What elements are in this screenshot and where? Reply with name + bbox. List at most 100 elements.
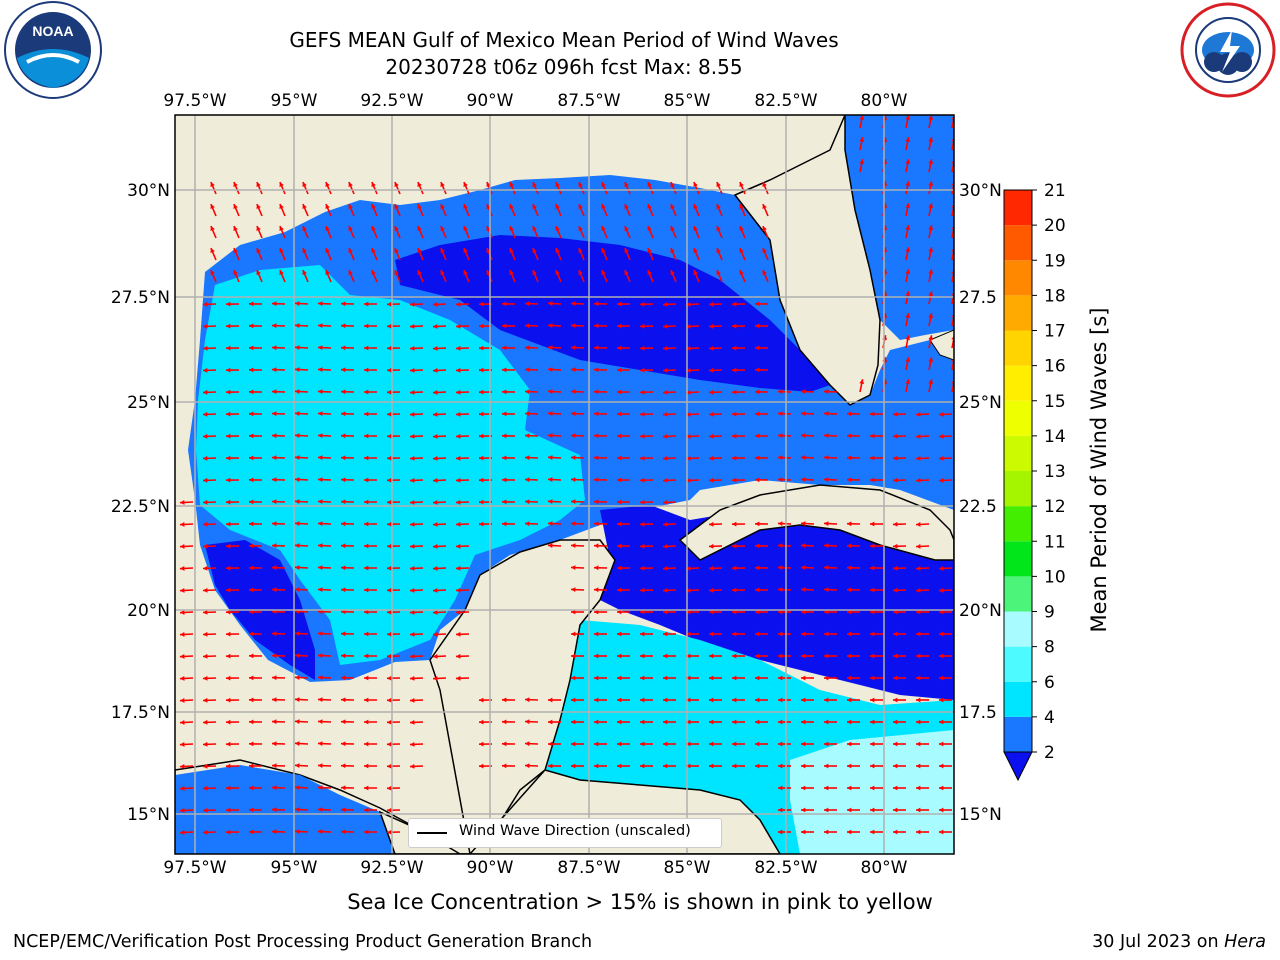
arrow-head — [203, 499, 208, 505]
wind-arrow — [709, 719, 722, 725]
wind-arrow — [778, 631, 791, 637]
arrow-head — [410, 631, 415, 637]
wind-arrow — [248, 697, 263, 703]
arrow-head — [387, 675, 392, 681]
wind-arrow — [708, 587, 723, 593]
arrow-head — [348, 270, 353, 276]
wind-arrow — [801, 763, 814, 769]
arrow-head — [249, 323, 254, 329]
arrow-head — [433, 434, 438, 439]
wind-arrow — [409, 389, 424, 395]
wind-arrow — [409, 675, 424, 681]
arrow-head — [249, 367, 254, 373]
footer-machine: Hera — [1224, 932, 1266, 952]
wind-arrow — [225, 763, 240, 769]
wind-arrow — [248, 829, 263, 835]
arrow-head — [870, 697, 875, 703]
wind-arrow — [869, 565, 884, 571]
wind-arrow — [248, 323, 263, 329]
lon-ticks-top: 97.5°W 95°W 92.5°W 90°W 87.5°W 85°W 82.5°W 80°W — [163, 91, 907, 111]
wind-arrow — [501, 389, 516, 395]
arrow-head — [203, 697, 208, 703]
wind-arrow — [777, 433, 792, 439]
wind-arrow — [524, 389, 539, 395]
arrow-head — [824, 433, 829, 439]
wind-arrow — [670, 225, 677, 239]
wind-arrow — [662, 324, 677, 329]
arrow-head — [226, 653, 231, 659]
wind-arrow — [624, 225, 631, 239]
arrow-head — [640, 411, 645, 417]
arrow-head — [663, 390, 668, 395]
wind-arrow — [371, 181, 378, 195]
arrow-head — [203, 829, 208, 835]
arrow-head — [555, 182, 560, 188]
arrow-head — [210, 226, 215, 232]
wind-arrow — [616, 411, 631, 417]
lat-ticks-right: 30°N27.525°N22.520°N17.515°N — [959, 181, 1002, 825]
wind-arrow — [386, 499, 401, 505]
wind-arrow — [916, 653, 929, 659]
wind-arrow — [432, 324, 447, 329]
lon-tick-label: 92.5°W — [360, 858, 423, 878]
arrow-head — [341, 565, 346, 571]
legend: Wind Wave Direction (unscaled) — [408, 818, 722, 848]
arrow-head — [203, 323, 208, 329]
wind-arrow — [256, 181, 263, 195]
arrow-head — [709, 411, 714, 417]
wind-arrow — [363, 785, 378, 791]
arrow-head — [364, 763, 369, 769]
arrow-head — [670, 248, 675, 254]
wind-arrow — [501, 345, 516, 351]
arrow-head — [893, 455, 898, 461]
wind-arrow — [225, 697, 240, 703]
arrow-head — [272, 367, 277, 373]
wind-arrow — [547, 345, 562, 350]
arrow-head — [640, 653, 645, 659]
arrow-head — [801, 455, 806, 460]
wind-arrow — [778, 807, 791, 813]
wind-arrow — [686, 631, 699, 637]
wind-arrow — [363, 741, 378, 747]
wind-arrow — [928, 357, 934, 371]
wind-arrow — [179, 764, 194, 769]
wind-arrow — [777, 477, 792, 483]
arrow-head — [732, 411, 737, 417]
wind-arrow — [685, 456, 700, 461]
wind-arrow — [685, 302, 700, 307]
wind-arrow — [800, 411, 815, 416]
wind-arrow — [225, 455, 240, 461]
wind-arrow — [501, 455, 516, 461]
arrow-head — [318, 565, 323, 571]
wind-arrow — [455, 675, 470, 681]
arrow-head — [870, 829, 875, 835]
arrow-head — [847, 807, 852, 813]
wind-arrow — [271, 433, 286, 439]
arrow-head — [387, 345, 392, 351]
wind-arrow — [432, 390, 447, 395]
wind-arrow — [248, 367, 263, 373]
wind-arrow — [524, 345, 539, 351]
arrow-head — [387, 763, 392, 769]
arrow-head — [617, 653, 622, 659]
wind-arrow — [363, 631, 378, 637]
arrow-head — [364, 367, 369, 373]
arrow-head — [463, 226, 468, 232]
arrow-head — [295, 565, 300, 570]
wind-arrow — [409, 653, 424, 659]
wind-arrow — [455, 411, 470, 417]
wind-arrow — [317, 565, 332, 571]
arrow-head — [295, 345, 300, 350]
arrow-head — [939, 456, 944, 461]
arrow-head — [249, 763, 254, 769]
wind-arrow — [739, 203, 746, 217]
arrow-head — [693, 248, 698, 254]
arrow-head — [905, 269, 911, 275]
arrow-head — [548, 697, 553, 703]
florida — [733, 115, 881, 406]
wind-arrow — [202, 411, 217, 417]
arrow-head — [226, 807, 231, 813]
arrow-head — [732, 609, 737, 615]
arrow-head — [226, 411, 231, 417]
wind-arrow — [202, 455, 217, 461]
